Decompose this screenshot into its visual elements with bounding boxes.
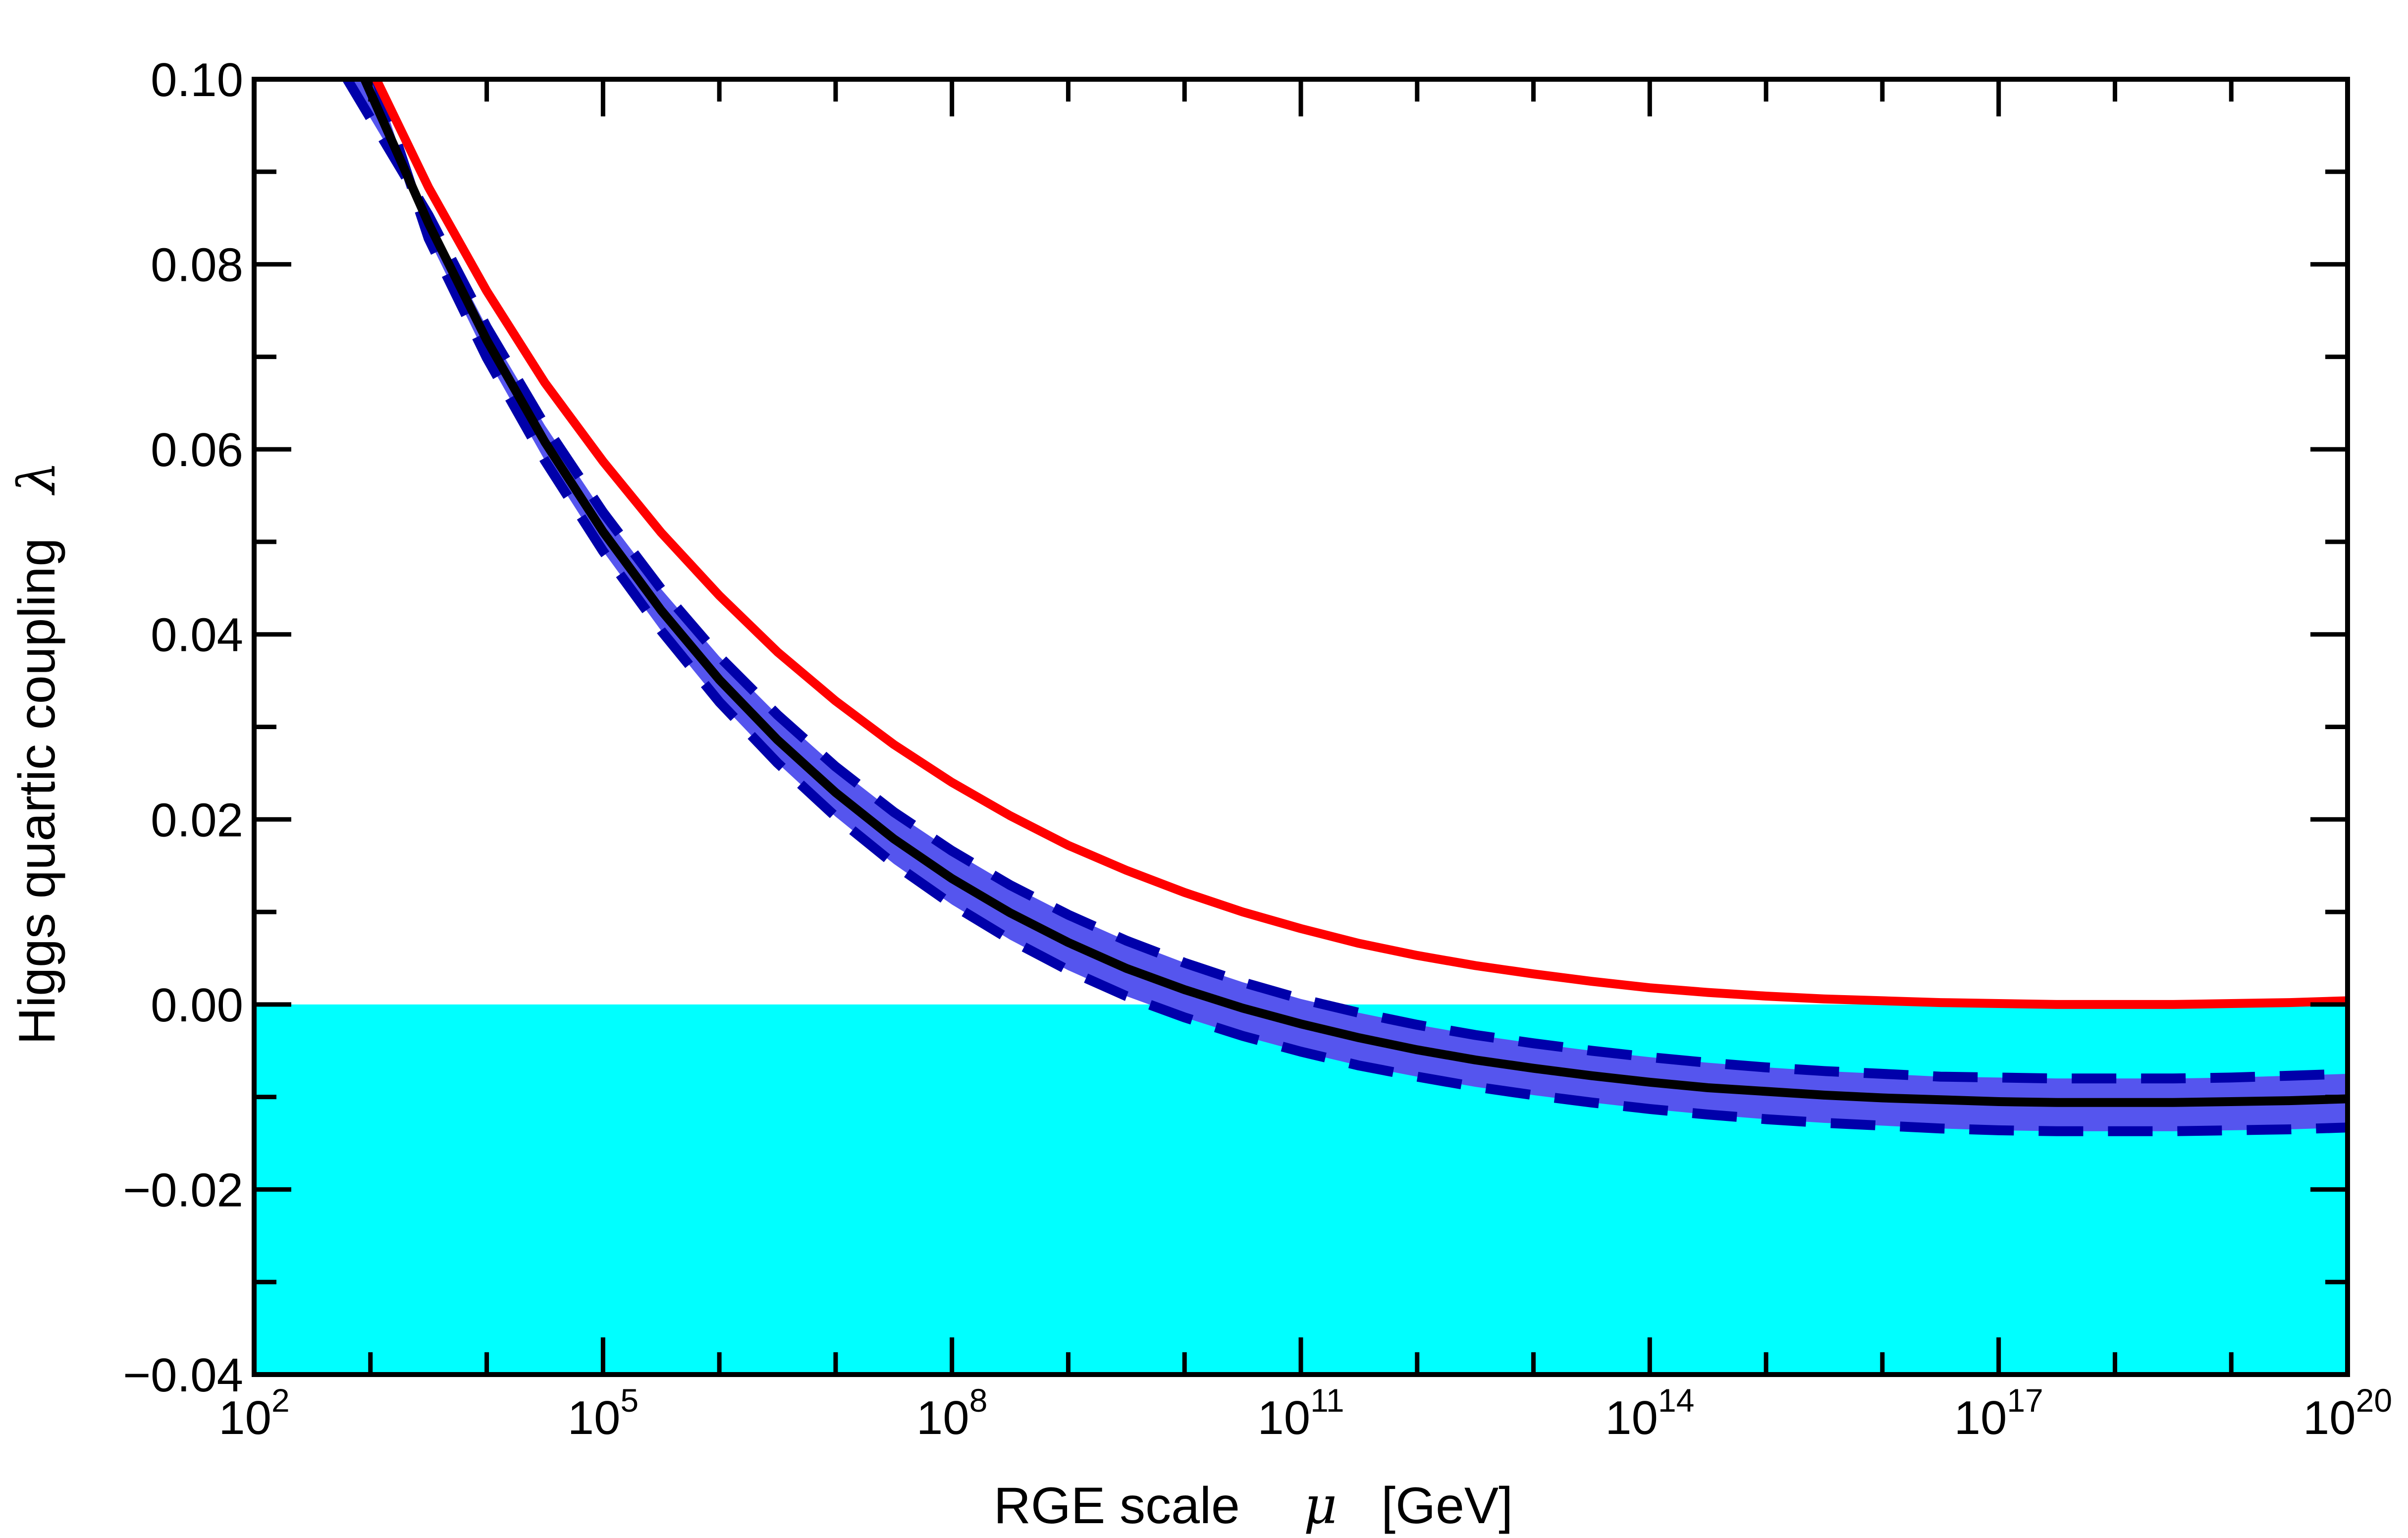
x-tick-base: 10 xyxy=(2303,1391,2356,1444)
y-tick-label: −0.02 xyxy=(123,1164,243,1217)
x-tick-label: 108 xyxy=(916,1382,988,1444)
x-tick-exponent: 14 xyxy=(1658,1382,1694,1419)
central-black-line xyxy=(360,79,2348,1107)
y-axis-label: Higgs quartic coupling xyxy=(8,538,66,1045)
plot-frame xyxy=(252,77,2350,1377)
x-tick-base: 10 xyxy=(916,1391,969,1444)
x-tick-label: 105 xyxy=(568,1382,639,1444)
x-axis-title: RGE scale μ [GeV] xyxy=(994,1475,1513,1536)
x-tick-label: 1017 xyxy=(1954,1382,2043,1444)
y-tick-label: 0.10 xyxy=(151,53,243,106)
y-axis-title: Higgs quartic coupling λ xyxy=(6,461,67,1045)
x-tick-label: 1020 xyxy=(2303,1382,2392,1444)
x-tick-exponent: 11 xyxy=(1310,1382,1344,1419)
y-tick-labels: 0.10 0.08 0.06 0.04 0.02 0.00 −0.02 −0.04 xyxy=(123,53,243,1402)
band-lower-dashed-line xyxy=(372,79,2348,1136)
y-tick-label: 0.06 xyxy=(151,424,243,477)
x-tick-labels: 102 105 108 1011 1014 1017 1020 xyxy=(218,1382,2392,1444)
x-tick-label: 1014 xyxy=(1605,1382,1694,1444)
x-tick-exponent: 17 xyxy=(2007,1382,2043,1419)
x-tick-label: 102 xyxy=(218,1382,290,1444)
x-tick-exponent: 20 xyxy=(2356,1382,2392,1419)
red-curve-line xyxy=(372,79,2348,1009)
x-tick-base: 10 xyxy=(1605,1391,1658,1444)
instability-region xyxy=(254,1004,2348,1375)
x-tick-exponent: 2 xyxy=(271,1382,290,1419)
plot-layers xyxy=(254,79,2348,1375)
x-axis-symbol: μ xyxy=(1304,1475,1338,1536)
y-axis-symbol: λ xyxy=(6,461,67,496)
x-tick-base: 10 xyxy=(1954,1391,2007,1444)
x-tick-exponent: 8 xyxy=(969,1382,988,1419)
y-tick-label: 0.02 xyxy=(151,794,243,847)
x-axis-unit: [GeV] xyxy=(1381,1477,1513,1535)
x-axis-label: RGE scale xyxy=(994,1477,1240,1535)
y-tick-label: 0.04 xyxy=(151,609,243,662)
x-tick-exponent: 5 xyxy=(620,1382,639,1419)
band-upper-dashed-line xyxy=(343,79,2348,1084)
x-tick-base: 10 xyxy=(1257,1391,1310,1444)
x-tick-label: 1011 xyxy=(1257,1382,1344,1444)
y-tick-label: 0.00 xyxy=(151,979,243,1032)
y-tick-label: 0.08 xyxy=(151,239,243,292)
x-tick-base: 10 xyxy=(568,1391,621,1444)
y-tick-label: −0.04 xyxy=(123,1349,243,1402)
x-tick-base: 10 xyxy=(218,1391,271,1444)
